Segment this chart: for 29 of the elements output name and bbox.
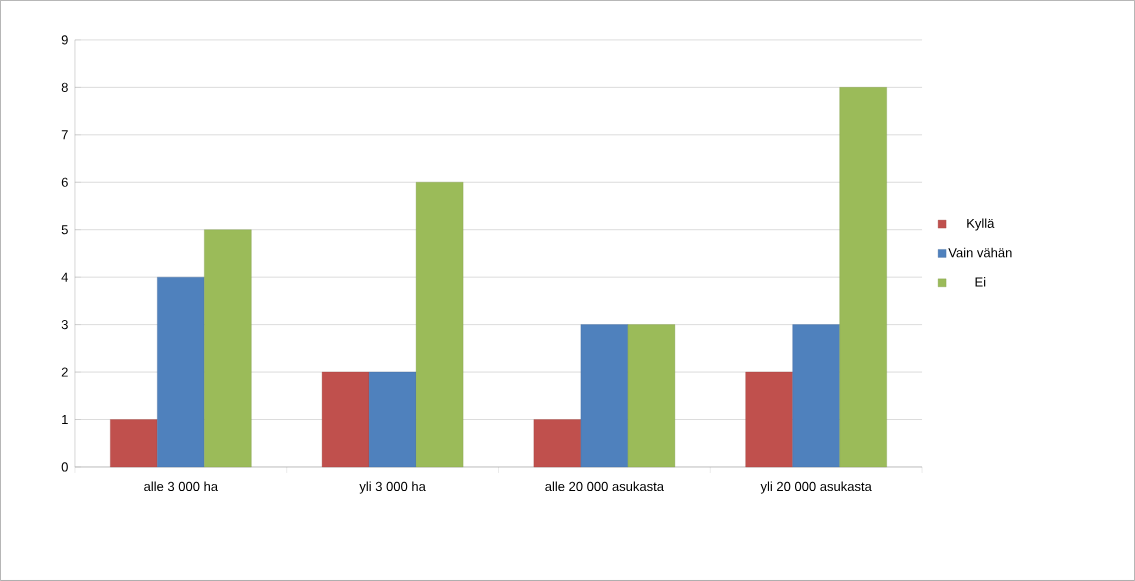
x-tick-label: yli 3 000 ha	[359, 481, 426, 494]
legend-label: Ei	[975, 277, 986, 287]
y-tick-label: 4	[61, 272, 68, 282]
bar	[533, 419, 582, 468]
x-tick-label: alle 3 000 ha	[144, 481, 219, 492]
bar	[839, 87, 887, 468]
bar	[792, 324, 840, 468]
bar	[627, 324, 676, 468]
y-tick-label: 1	[62, 415, 68, 425]
bar	[368, 371, 417, 468]
bar	[415, 182, 464, 468]
y-tick-label: 9	[61, 35, 68, 45]
bar	[745, 371, 793, 468]
y-tick-label: 2	[61, 367, 68, 377]
bar	[580, 324, 629, 468]
y-tick-label: 6	[61, 177, 68, 187]
bar	[204, 229, 252, 468]
y-tick-label: 8	[61, 82, 68, 93]
legend-label: Vain vähän	[948, 247, 1012, 258]
y-tick-label: 5	[61, 225, 68, 235]
x-tick-label: alle 20 000 asukasta	[545, 481, 664, 492]
bar	[157, 277, 205, 468]
y-tick-label: 0	[61, 462, 68, 472]
x-tick-label: yli 20 000 asukasta	[760, 481, 872, 494]
bar	[110, 419, 158, 468]
y-tick-label: 3	[61, 320, 68, 330]
bar	[321, 371, 370, 468]
y-tick-label: 7	[61, 130, 68, 140]
legend-label: Kyllä	[967, 218, 995, 231]
